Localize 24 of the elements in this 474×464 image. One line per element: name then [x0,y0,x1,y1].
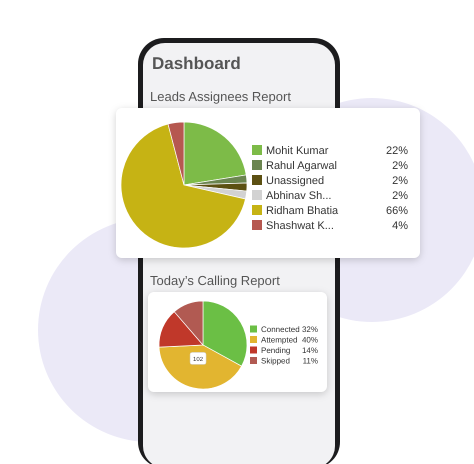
chart-title: Today’s Calling Report [150,273,280,288]
chart-title: Leads Assignees Report [150,89,292,104]
legend-label: Rahul Agarwal [266,160,337,172]
data-label: 40% [302,335,318,344]
legend-label: Unassigned [266,174,324,187]
legend-label: Skipped [261,356,290,366]
data-label: 2% [392,160,408,172]
legend-label: Mohit Kumar [266,144,329,157]
data-label: 4% [392,220,408,232]
legend-label: Connected [261,324,300,334]
legend-label: Pending [261,346,290,355]
legend-label: Abhinav Sh... [266,190,332,202]
pie-slice [120,124,246,248]
data-label: 2% [392,190,408,202]
data-label: 2% [392,174,408,187]
data-label: 14% [302,346,318,355]
text: Dashboard [152,54,241,73]
legend-label: Shashwat K... [266,220,334,232]
data-label: 22% [386,144,408,157]
data-label: 11% [302,356,318,366]
data-label: 66% [386,204,408,217]
data-label: 32% [302,324,318,334]
legend-label: Attempted [261,335,298,344]
legend-label: Ridham Bhatia [266,204,340,217]
